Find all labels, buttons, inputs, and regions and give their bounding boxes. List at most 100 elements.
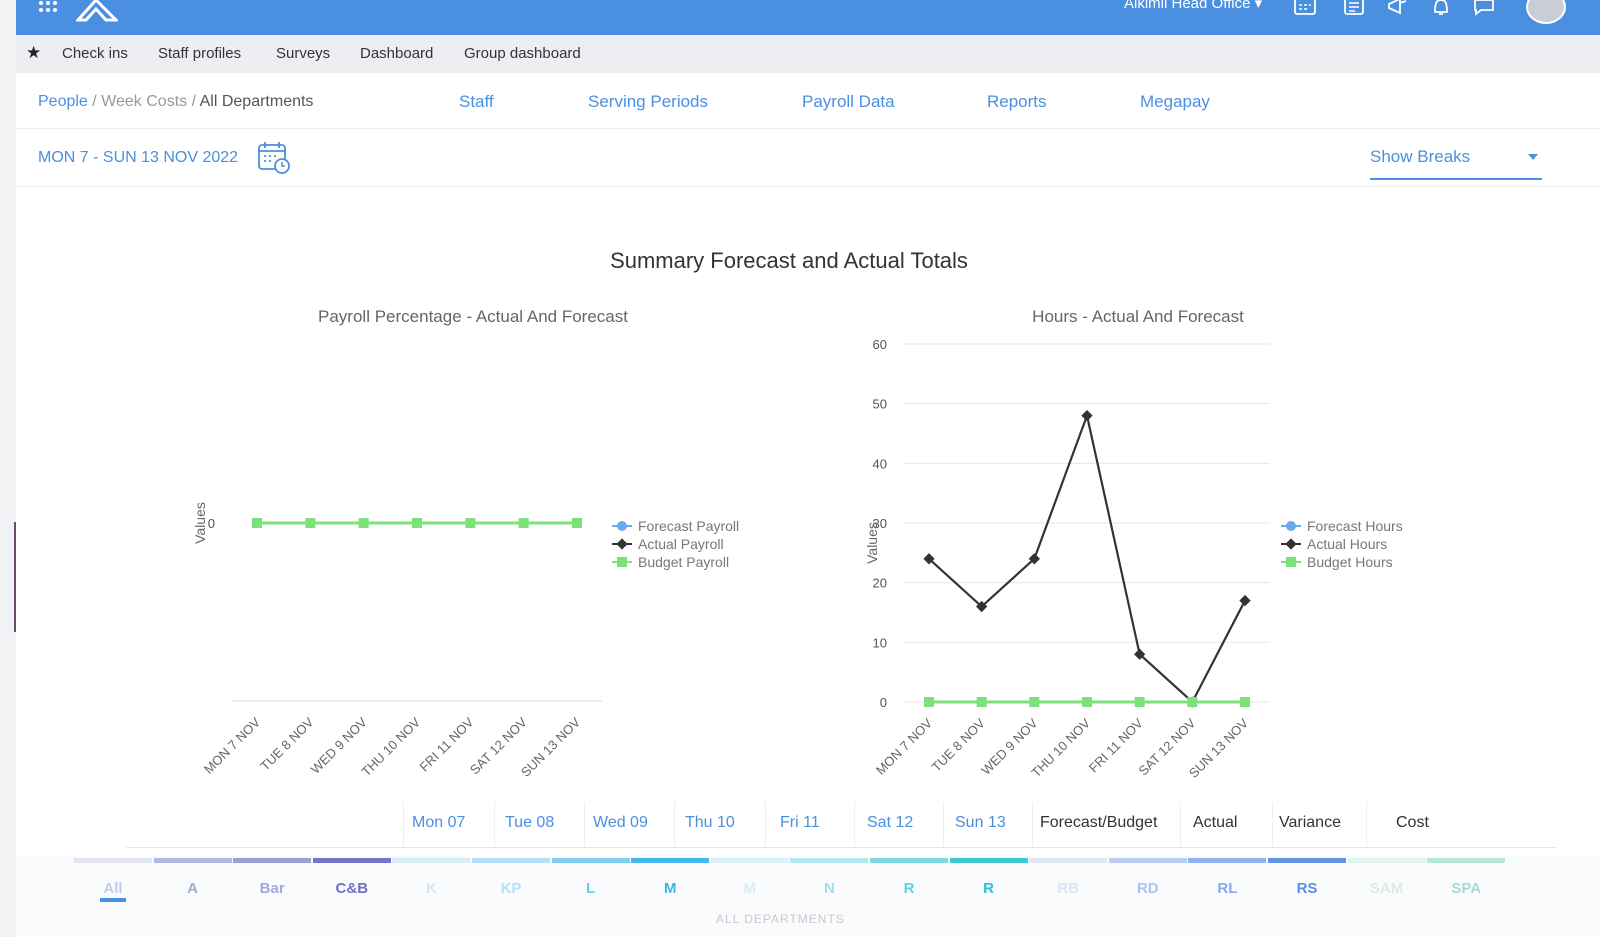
data-point [518,518,529,528]
menu-item-surveys[interactable]: Surveys [276,45,331,62]
date-range[interactable]: MON 7 - SUN 13 NOV 2022 [38,149,239,166]
department-filter-m[interactable]: M [631,856,710,926]
tab-staff[interactable]: Staff [459,92,494,111]
department-filter-m[interactable]: M [710,856,789,926]
chat-icon[interactable] [1472,0,1496,16]
tab-serving-periods[interactable]: Serving Periods [588,92,709,111]
department-color-strip [392,858,471,863]
column-divider [494,802,495,848]
department-filter-r[interactable]: R [949,856,1028,926]
column-header-variance: Variance [1279,814,1341,831]
department-color-strip [949,858,1028,863]
breadcrumb-people[interactable]: People [38,93,88,110]
department-filter-k[interactable]: K [392,856,471,926]
breadcrumb: People / Week Costs / All Departments [38,93,313,111]
tab-payroll-data[interactable]: Payroll Data [802,92,895,111]
menu-item-dashboard[interactable]: Dashboard [360,45,434,62]
tab-megapay[interactable]: Megapay [1140,92,1210,111]
department-filter-candb[interactable]: C&B [312,856,391,926]
department-filter-all[interactable]: All [74,856,152,926]
department-filter-l[interactable]: L [551,856,630,926]
organization-selector[interactable]: Aikimii Head Office ▾ [1124,0,1263,12]
calendar-grid-icon[interactable] [1293,0,1317,16]
y-tick-label: 0 [880,695,887,710]
side-marker [14,522,16,632]
department-filter-bar: All A Bar C&B K KP L M M N R R RB RD RL RS SAM SPA [16,856,1600,937]
data-point [1082,697,1092,707]
department-filter-rl[interactable]: RL [1188,856,1267,926]
breadcrumb-week-costs[interactable]: Week Costs [101,93,188,110]
data-point [305,518,316,528]
department-filter-rd[interactable]: RD [1108,856,1187,926]
column-divider [1032,802,1033,848]
breadcrumb-separator: / [92,93,97,110]
column-header-day: Tue 08 [505,814,555,831]
column-divider [584,802,585,848]
department-filter-kp[interactable]: KP [472,856,550,926]
tab-reports[interactable]: Reports [987,92,1047,111]
department-label: R [903,880,915,897]
department-color-strip [1268,858,1346,863]
apps-grid-icon[interactable] [38,0,60,14]
column-divider [943,802,944,848]
department-filter-rb[interactable]: RB [1029,856,1108,926]
menu-item-group-dashboard[interactable]: Group dashboard [464,45,581,62]
department-color-strip [1029,858,1108,863]
department-label: SAM [1369,880,1404,897]
section-nav: People / Week Costs / All Departments St… [16,73,1600,129]
department-label: KP [500,880,522,897]
bell-icon[interactable] [1429,0,1453,16]
show-breaks-dropdown[interactable]: Show Breaks [1370,136,1542,180]
department-filter-sam[interactable]: SAM [1347,856,1426,926]
data-point [976,697,987,707]
breadcrumb-separator: / [191,93,197,110]
logo-icon[interactable] [76,0,118,22]
active-indicator [100,898,126,902]
column-divider [765,802,766,848]
menu-item-staff-profiles[interactable]: Staff profiles [158,45,242,62]
department-label: RS [1296,880,1318,897]
column-divider [854,802,855,848]
department-filter-spa[interactable]: SPA [1427,856,1506,926]
department-filter-r[interactable]: R [870,856,948,926]
calendar-clock-icon[interactable] [256,140,292,176]
legend-swatch-marker [1285,538,1297,550]
menu-item-check-ins[interactable]: Check ins [62,45,128,62]
date-bar: MON 7 - SUN 13 NOV 2022 Show Breaks [16,130,1600,187]
legend-swatch-marker [616,538,628,550]
department-color-strip [74,858,152,863]
app-window: Aikimii Head Office ▾ ★ Check ins Staff … [16,0,1600,937]
department-filter-a[interactable]: A [153,856,232,926]
user-avatar[interactable] [1526,0,1566,24]
column-divider [674,802,675,848]
table-header-border [126,847,1556,848]
favorites-star-icon[interactable]: ★ [26,43,42,62]
y-tick-label: 30 [873,516,887,531]
column-header-cost: Cost [1396,814,1429,831]
legend-swatch-marker [1286,521,1296,531]
column-header-actual: Actual [1193,814,1238,831]
department-label: K [425,880,437,897]
department-label: C&B [335,880,369,897]
legend-swatch-marker [617,521,627,531]
column-divider [1272,802,1273,848]
department-filter-n[interactable]: N [790,856,869,926]
legend-label: Forecast Hours [1307,518,1403,534]
department-color-strip [1427,858,1506,863]
y-tick-label: 0 [208,516,215,531]
megaphone-icon[interactable] [1386,0,1410,16]
department-color-strip [1108,858,1187,863]
department-color-strip [710,858,789,863]
data-point [412,518,422,528]
x-tick-label: MON 7 NOV [201,714,263,776]
department-label: SPA [1451,880,1482,897]
department-filter-rs[interactable]: RS [1268,856,1346,926]
series-line [928,411,1246,704]
column-divider [403,802,404,848]
column-divider [1366,802,1367,848]
top-bar: Aikimii Head Office ▾ [16,0,1600,35]
document-icon[interactable] [1342,0,1366,16]
department-filter-bar[interactable]: Bar [233,856,312,926]
departments-title: ALL DEPARTMENTS [716,912,845,926]
data-point [1134,697,1145,707]
